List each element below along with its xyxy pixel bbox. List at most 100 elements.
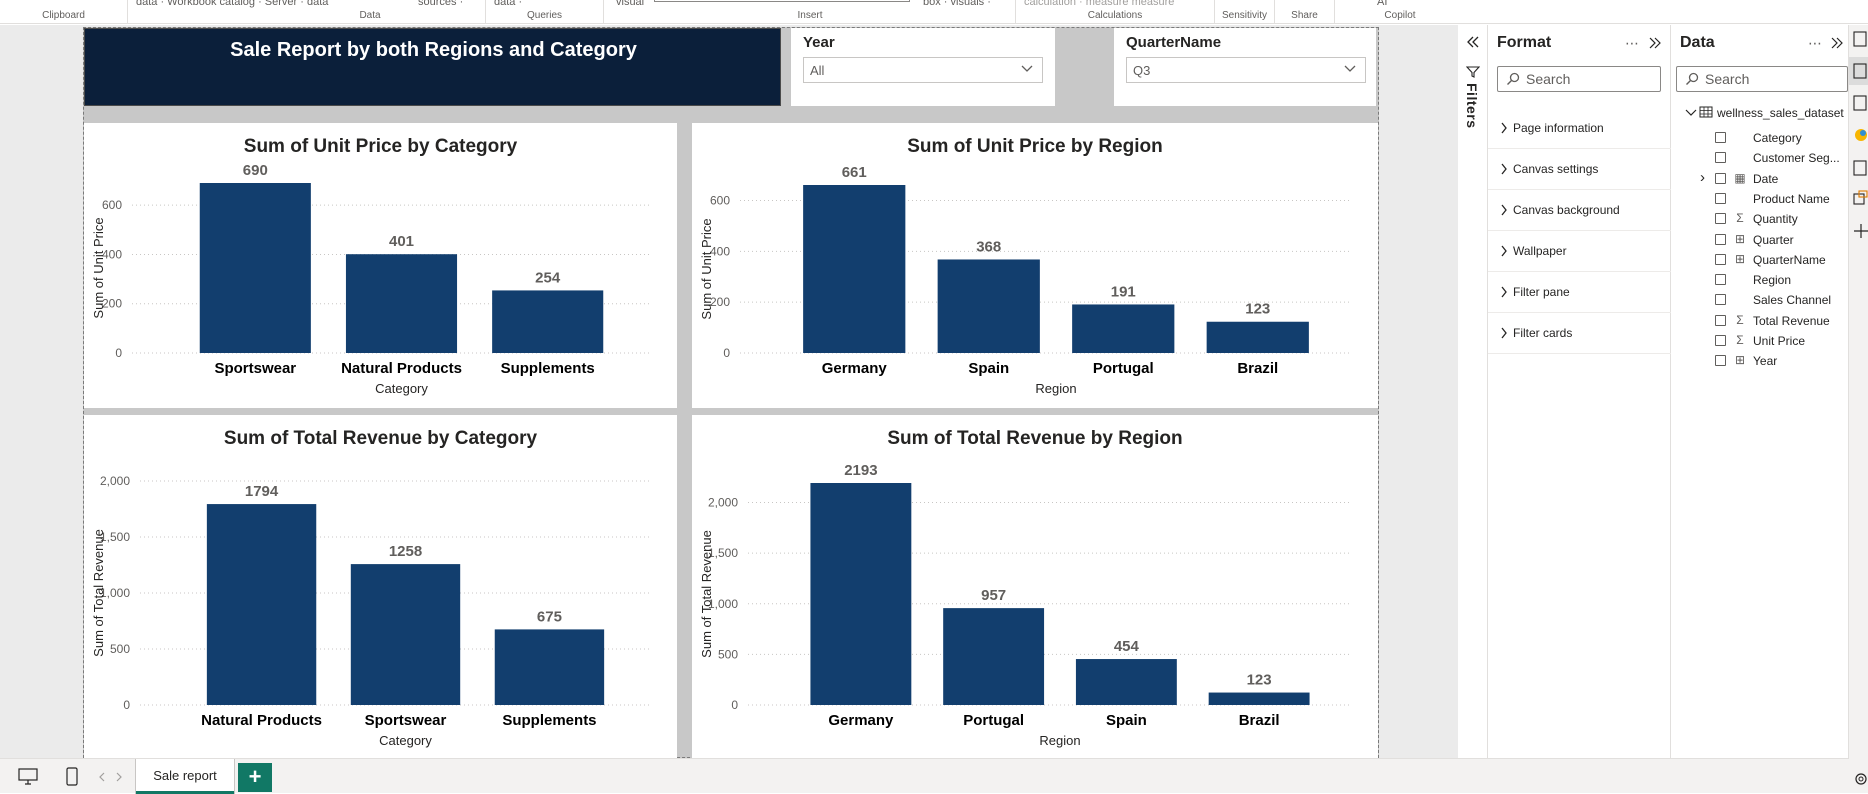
bar	[494, 629, 605, 705]
slicer-value: Q3	[1133, 63, 1151, 78]
slicer-year[interactable]: Year All	[791, 28, 1055, 106]
y-tick-label: 500	[718, 647, 738, 661]
ribbon-input[interactable]	[654, 0, 910, 2]
field-item[interactable]: Σ Total Revenue	[1671, 309, 1849, 333]
more-options-icon[interactable]: ⋯	[1625, 35, 1639, 51]
hierarchy-icon: ⊞	[1734, 353, 1746, 368]
field-checkbox[interactable]	[1715, 213, 1726, 225]
ribbon-cut-text[interactable]: AI	[1377, 0, 1388, 8]
visualizations-icon[interactable]	[1853, 31, 1868, 47]
field-item[interactable]: Sales Channel	[1671, 288, 1849, 312]
field-checkbox[interactable]	[1715, 294, 1726, 306]
field-checkbox[interactable]	[1715, 335, 1726, 346]
selection-icon[interactable]	[1853, 190, 1868, 206]
x-tick-label: Supplements	[501, 360, 595, 377]
collapse-double-chevron-icon[interactable]	[1830, 36, 1844, 50]
chart-unit-price-by-region[interactable]: Sum of Unit Price by Region 0 200 400 600 Sum…	[692, 123, 1378, 408]
collapse-double-chevron-icon[interactable]	[1648, 36, 1662, 50]
field-item[interactable]: Σ Unit Price	[1671, 329, 1849, 353]
field-label: Quarter	[1753, 232, 1794, 247]
chevron-right-icon[interactable]: ›	[1700, 168, 1705, 186]
settings-icon[interactable]	[1853, 771, 1868, 786]
ribbon-cut-text[interactable]: data ·	[494, 0, 523, 8]
x-tick-label: Sportswear	[365, 712, 447, 729]
x-tick-label: Portugal	[963, 712, 1024, 729]
data-label: 191	[1111, 283, 1136, 300]
field-item[interactable]: Category	[1671, 126, 1849, 150]
filters-label[interactable]: Filters	[1464, 83, 1480, 129]
data-pane-tab[interactable]	[1849, 57, 1868, 85]
chart-total-revenue-by-region[interactable]: Sum of Total Revenue by Region 0 500 1,000 1…	[692, 415, 1378, 759]
field-item[interactable]: ⊞ QuarterName	[1671, 248, 1849, 272]
add-pane-icon[interactable]	[1853, 223, 1868, 239]
ribbon-cut-text[interactable]: visual	[616, 0, 645, 8]
field-item[interactable]: ⊞ Year	[1671, 349, 1849, 373]
bar	[810, 483, 912, 705]
mobile-view-icon[interactable]	[66, 767, 78, 786]
scroll-left-icon[interactable]	[98, 772, 106, 782]
ribbon-cut-text[interactable]: data · Workbook catalog · Server · data	[136, 0, 329, 8]
field-item[interactable]: › ▦ Date	[1671, 167, 1849, 191]
chart-unit-price-by-category[interactable]: Sum of Unit Price by Category 0 200 400 600 S…	[84, 123, 677, 408]
y-axis-label: Sum of Unit Price	[91, 217, 106, 318]
format-section-wallpaper[interactable]: Wallpaper	[1488, 231, 1671, 272]
data-label: 2193	[844, 462, 877, 479]
format-section-label: Filter pane	[1513, 285, 1570, 299]
desktop-view-icon[interactable]	[18, 768, 38, 785]
field-item[interactable]: Region	[1671, 268, 1849, 292]
ribbon-cut-text[interactable]: calculation · measure measure	[1024, 0, 1175, 8]
format-icon[interactable]	[1853, 95, 1868, 111]
format-section-filter-pane[interactable]: Filter pane	[1488, 272, 1671, 313]
scroll-right-icon[interactable]	[115, 772, 123, 782]
field-item[interactable]: Customer Seg...	[1671, 146, 1849, 170]
slicer-dropdown-quartername[interactable]: Q3	[1126, 57, 1366, 83]
ribbon-group-label: Copilot	[1384, 10, 1416, 21]
sigma-icon: Σ	[1736, 211, 1744, 226]
search-icon	[1507, 72, 1520, 85]
bookmarks-icon[interactable]	[1853, 160, 1868, 176]
data-search-input[interactable]: Search	[1676, 66, 1848, 92]
table-node[interactable]: wellness_sales_dataset	[1671, 101, 1849, 125]
report-title-box[interactable]: Sale Report by both Regions and Category	[84, 28, 781, 106]
field-checkbox[interactable]	[1715, 314, 1726, 326]
y-tick-label: 400	[102, 247, 122, 261]
filters-pane[interactable]: Filters	[1458, 25, 1488, 758]
field-checkbox[interactable]	[1715, 132, 1726, 143]
chevron-right-icon	[1501, 163, 1507, 175]
field-checkbox[interactable]	[1715, 233, 1726, 245]
x-axis-label: Category	[379, 733, 432, 748]
field-checkbox[interactable]	[1715, 192, 1726, 204]
field-checkbox[interactable]	[1715, 274, 1726, 286]
add-page-button[interactable]: +	[238, 763, 272, 792]
slicer-quartername[interactable]: QuarterName Q3	[1114, 28, 1376, 106]
slicer-value: All	[810, 63, 825, 78]
chart-title: Sum of Total Revenue by Region	[887, 428, 1182, 449]
slicer-dropdown-year[interactable]: All	[803, 57, 1043, 83]
format-section-canvas-background[interactable]: Canvas background	[1488, 190, 1671, 231]
chart-total-revenue-by-category[interactable]: Sum of Total Revenue by Category 0 500 1,00…	[84, 415, 677, 759]
field-item[interactable]: ⊞ Quarter	[1671, 228, 1849, 252]
more-options-icon[interactable]: ⋯	[1808, 35, 1822, 51]
bar	[1075, 659, 1177, 705]
page-tab-sale-report[interactable]: Sale report	[135, 759, 235, 794]
field-checkbox[interactable]	[1715, 172, 1726, 184]
chevron-right-icon	[1501, 286, 1507, 298]
chevron-down-icon[interactable]	[1685, 108, 1697, 118]
field-item[interactable]: Product Name	[1671, 187, 1849, 211]
pane-switcher-rail	[1849, 25, 1868, 793]
format-section-filter-cards[interactable]: Filter cards	[1488, 313, 1671, 354]
field-checkbox[interactable]	[1715, 355, 1726, 367]
chart-title: Sum of Unit Price by Category	[244, 136, 518, 157]
copilot-icon[interactable]	[1854, 128, 1868, 142]
field-checkbox[interactable]	[1715, 253, 1726, 265]
format-section-page-information[interactable]: Page information	[1488, 108, 1671, 149]
expand-double-chevron-icon[interactable]	[1465, 35, 1481, 49]
format-search-input[interactable]: Search	[1497, 66, 1661, 92]
x-axis-label: Region	[1035, 381, 1076, 396]
bar	[1072, 304, 1175, 353]
format-section-canvas-settings[interactable]: Canvas settings	[1488, 149, 1671, 190]
field-checkbox[interactable]	[1715, 152, 1726, 164]
ribbon-cut-text[interactable]: sources ·	[418, 0, 464, 8]
ribbon-cut-text[interactable]: box · visuals ·	[923, 0, 991, 8]
field-item[interactable]: Σ Quantity	[1671, 207, 1849, 231]
